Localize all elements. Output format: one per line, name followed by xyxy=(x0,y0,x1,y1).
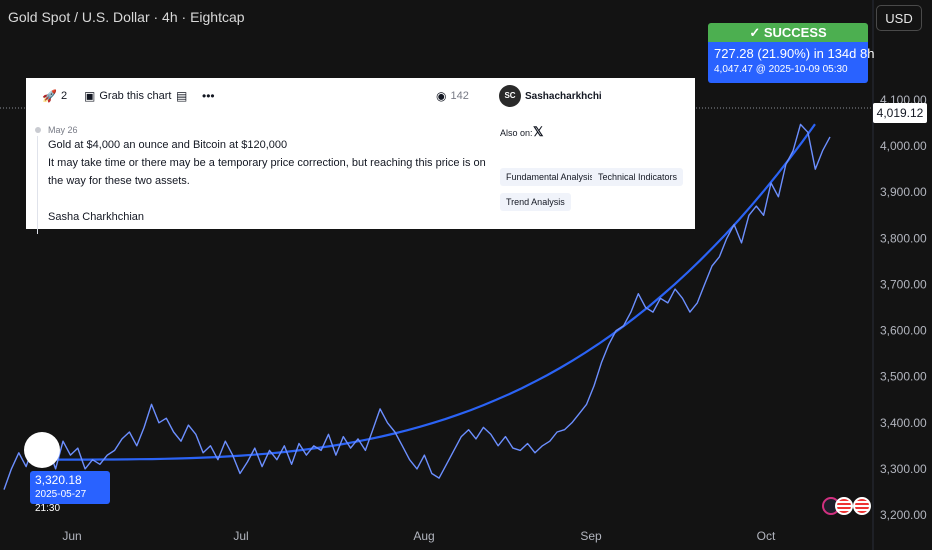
idea-signature: Sasha Charkhchian xyxy=(48,211,145,223)
currency-button[interactable]: USD xyxy=(876,5,922,31)
price-tick-label: 3,800.00 xyxy=(880,231,927,245)
idea-date: May 26 xyxy=(48,125,78,135)
boost-count: 2 xyxy=(60,90,68,102)
price-tick-label: 3,200.00 xyxy=(880,508,927,522)
also-on-label: Also on: xyxy=(500,128,533,138)
success-badge: ✓ SUCCESS xyxy=(708,23,868,42)
time-tick-label: Sep xyxy=(580,529,602,543)
price-tick-label: 4,000.00 xyxy=(880,139,927,153)
price-series-line xyxy=(3,123,831,490)
tag-fundamental-analysis[interactable]: Fundamental Analysis xyxy=(500,168,601,186)
rocket-icon: 🚀 xyxy=(42,89,57,103)
chart-image-icon: ▣ xyxy=(84,89,96,103)
more-options-button[interactable]: ••• xyxy=(202,90,215,102)
grab-chart-button[interactable]: ▣ Grab this chart xyxy=(84,90,171,102)
price-tick-label: 3,600.00 xyxy=(880,324,927,338)
measurement-label: 727.28 (21.90%) in 134d 8h 4,047.47 @ 20… xyxy=(708,42,875,83)
idea-line: Gold at $4,000 an ounce and Bitcoin at $… xyxy=(48,139,288,151)
eye-icon: ◉ xyxy=(436,89,447,103)
author-name[interactable]: Sashacharkhchi xyxy=(525,91,602,102)
measurement-change: 727.28 (21.90%) in 134d 8h xyxy=(714,46,875,61)
more-icon: ••• xyxy=(202,89,215,103)
current-price-tag: 4,019.12 xyxy=(873,103,927,123)
price-tick-label: 3,300.00 xyxy=(880,462,927,476)
time-tick-label: Aug xyxy=(413,529,434,543)
us-flag-icon[interactable] xyxy=(835,497,853,515)
trend-curve[interactable] xyxy=(50,123,816,461)
time-tick-label: Jul xyxy=(233,529,248,543)
price-tick-label: 3,900.00 xyxy=(880,185,927,199)
us-flag-icon[interactable] xyxy=(853,497,871,515)
start-date: 2025-05-27 21:30 xyxy=(35,489,87,514)
symbol-title: Gold Spot / U.S. Dollar · 4h · Eightcap xyxy=(8,9,245,25)
idea-line: the way for these two assets. xyxy=(48,175,190,187)
price-tick-label: 3,700.00 xyxy=(880,277,927,291)
price-tick-label: 3,500.00 xyxy=(880,370,927,384)
author-avatar[interactable]: SC xyxy=(499,85,521,107)
measurement-endpoint: 4,047.47 @ 2025-10-09 05:30 xyxy=(714,64,848,75)
time-tick-label: Oct xyxy=(757,529,776,543)
grab-chart-label: Grab this chart xyxy=(99,90,172,102)
time-axis-labels: Jun Jul Aug Sep Oct xyxy=(62,529,776,543)
timeline-line xyxy=(37,136,38,234)
comment-button[interactable]: ▤ xyxy=(176,90,187,102)
idea-line: It may take time or there may be a tempo… xyxy=(48,157,486,169)
x-social-icon[interactable]: 𝕏 xyxy=(533,124,544,139)
views-counter: ◉ 142 xyxy=(436,90,469,102)
start-point-marker[interactable] xyxy=(24,432,60,468)
comment-icon: ▤ xyxy=(176,89,188,103)
tag-trend-analysis[interactable]: Trend Analysis xyxy=(500,193,571,211)
price-axis-labels: 4,100.004,000.003,900.003,800.003,700.00… xyxy=(880,93,927,522)
start-point-label: 3,320.18 2025-05-27 21:30 xyxy=(30,471,110,514)
idea-card: 🚀 2 ▣ Grab this chart ▤ ••• ◉ 142 SC Sas… xyxy=(26,78,695,234)
timeline-dot xyxy=(35,127,41,133)
start-value: 3,320.18 xyxy=(35,473,82,487)
views-count: 142 xyxy=(450,90,469,102)
price-tick-label: 3,400.00 xyxy=(880,416,927,430)
boost-button[interactable]: 🚀 2 xyxy=(42,90,67,102)
time-tick-label: Jun xyxy=(62,529,81,543)
tag-technical-indicators[interactable]: Technical Indicators xyxy=(592,168,684,186)
